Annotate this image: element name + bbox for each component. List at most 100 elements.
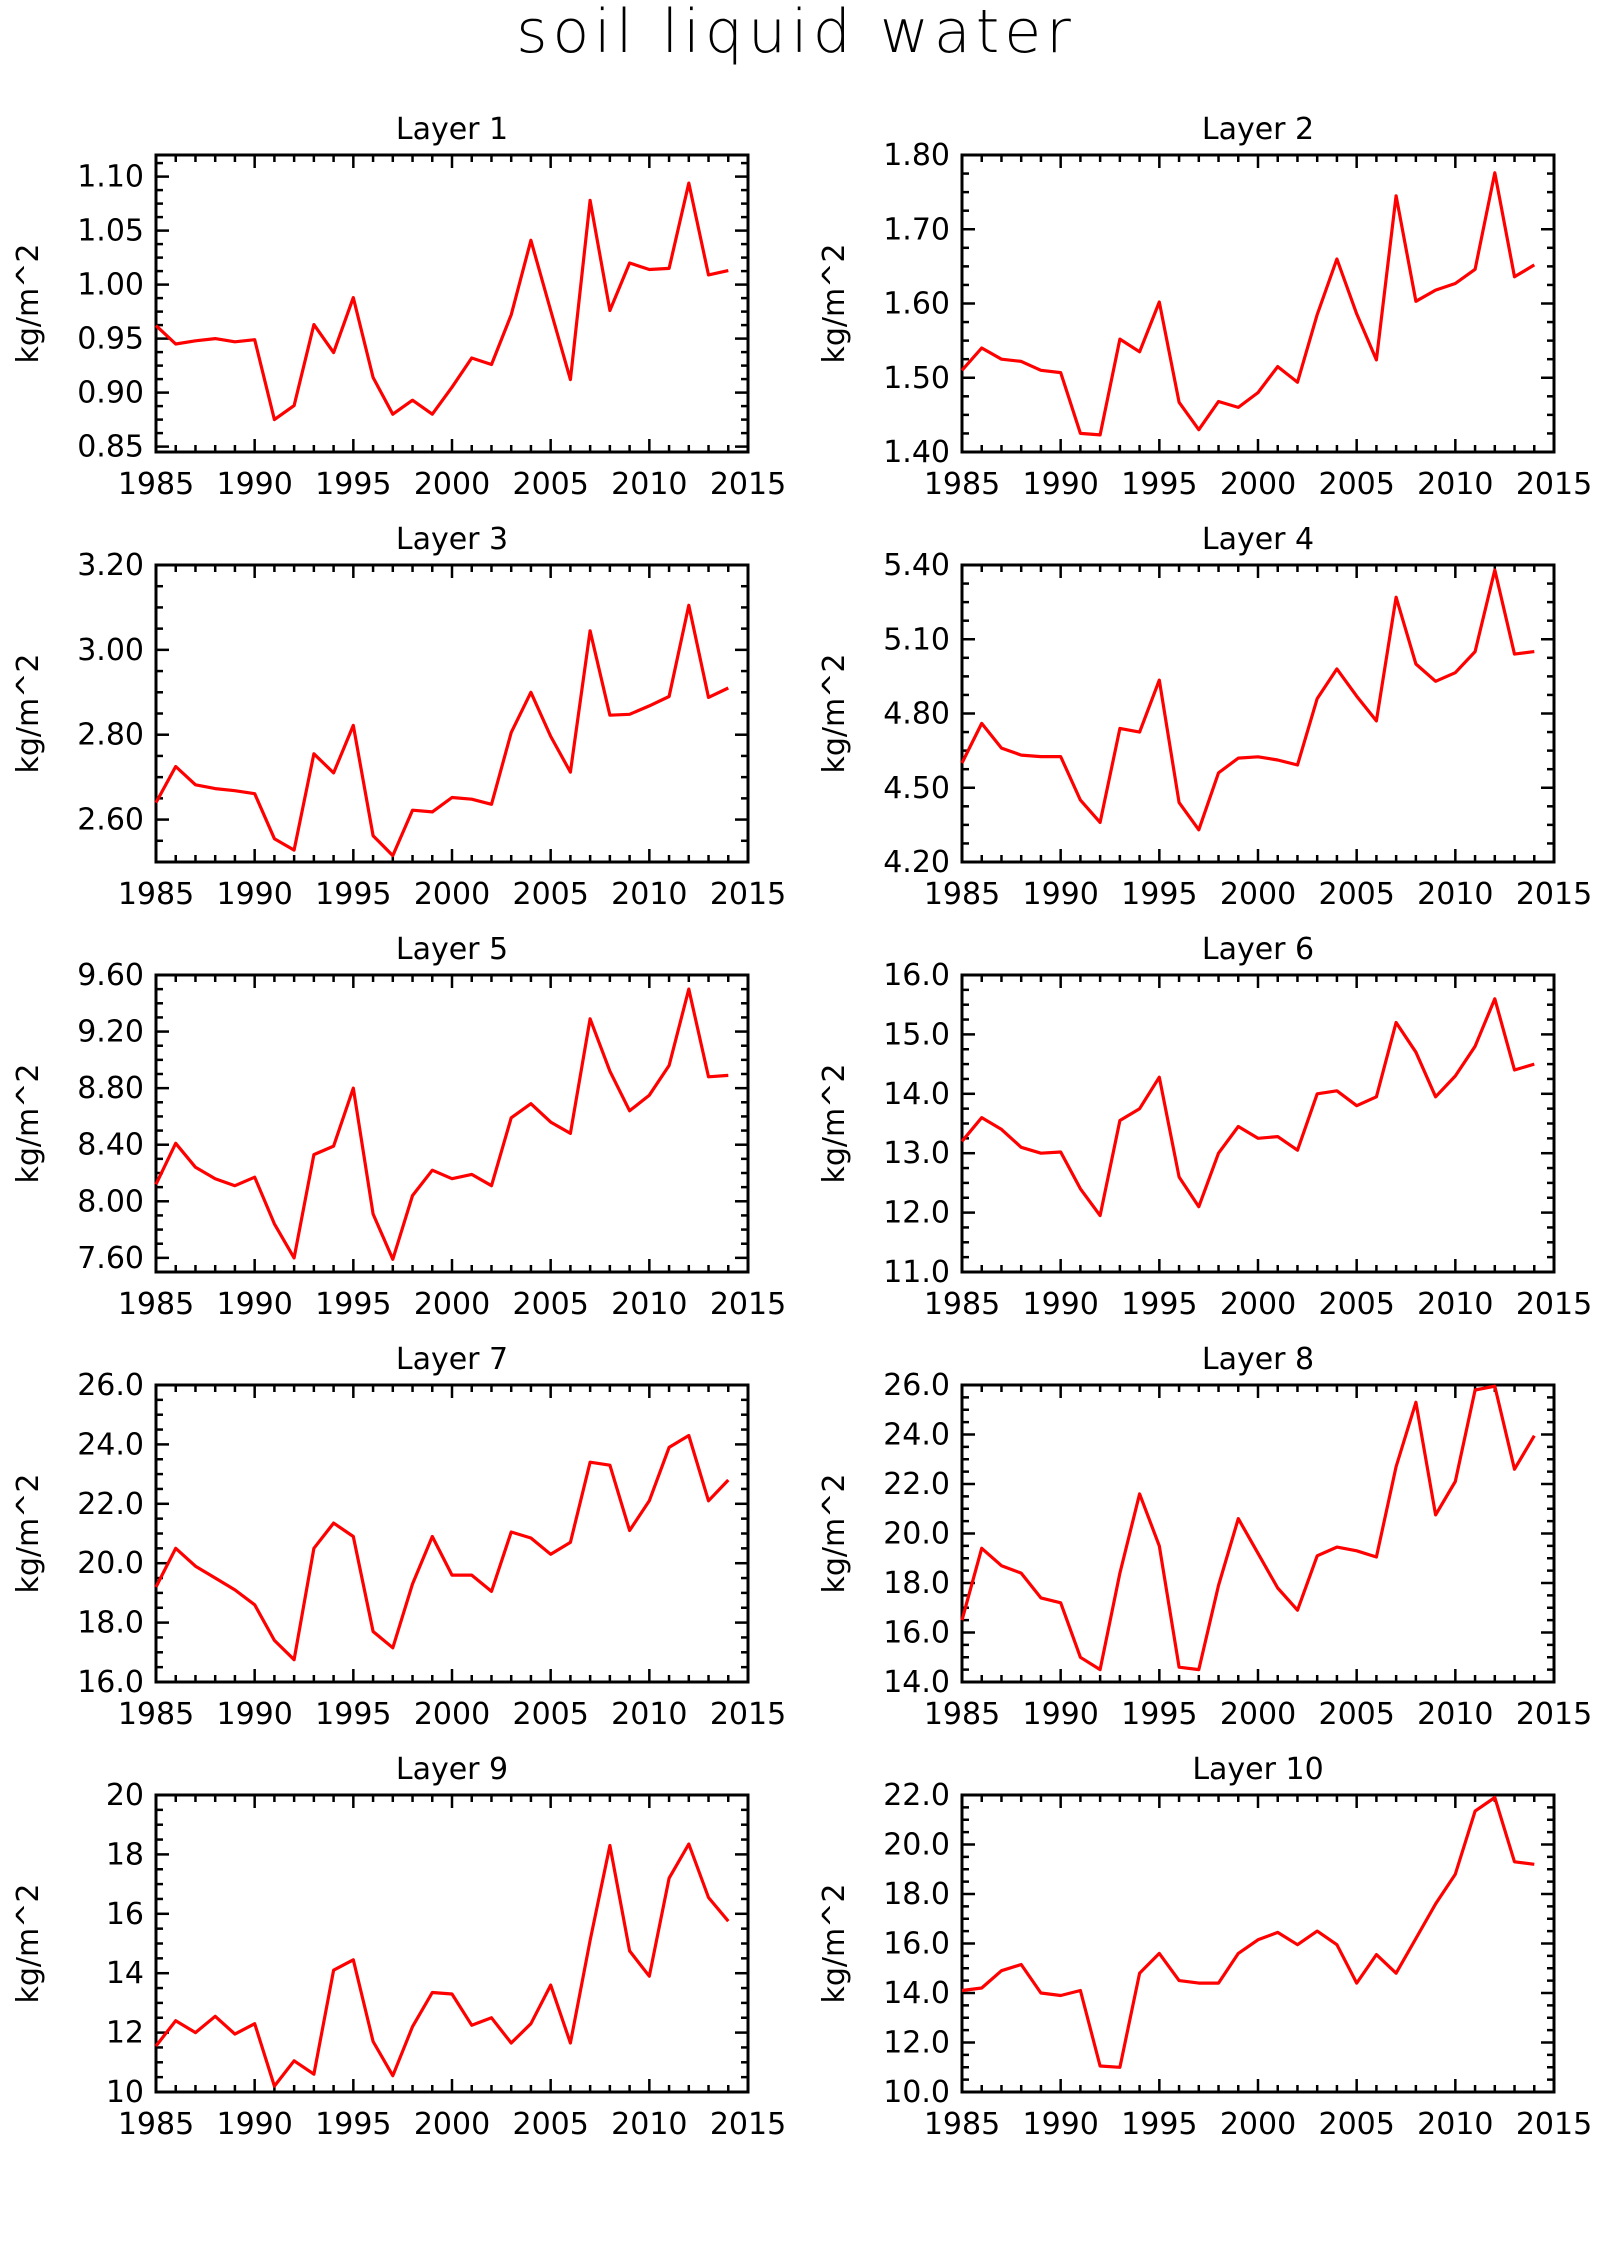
y-tick-label: 0.95	[77, 322, 144, 357]
x-tick-label: 1985	[924, 1697, 1000, 1732]
y-tick-label: 4.80	[883, 697, 950, 732]
y-tick-label: 0.85	[77, 430, 144, 465]
y-tick-label: 18.0	[883, 1566, 950, 1601]
x-tick-label: 1985	[924, 2107, 1000, 2142]
x-tick-label: 2005	[1318, 1287, 1394, 1322]
x-tick-label: 1995	[1121, 1697, 1197, 1732]
panel-layer-6: Layer 6 kg/m^2 1985 1990 1995 2000 2005 2010 201…	[817, 932, 1592, 1322]
x-tick-label: 1995	[1121, 2107, 1197, 2142]
x-tick-label: 2015	[710, 877, 786, 912]
y-tick-label: 22.0	[883, 1467, 950, 1502]
x-tick-label: 1985	[924, 1287, 1000, 1322]
y-tick-label: 8.00	[77, 1184, 144, 1219]
x-tick-label: 1990	[1022, 1697, 1098, 1732]
panel-title: Layer 2	[1202, 112, 1314, 147]
y-tick-label: 22.0	[883, 1778, 950, 1813]
x-tick-label: 2015	[1516, 1287, 1592, 1322]
y-tick-label: 14.0	[883, 1976, 950, 2011]
x-tick-label: 2005	[512, 1697, 588, 1732]
series-line	[960, 997, 1535, 1218]
x-tick-label: 2005	[1318, 1697, 1394, 1732]
x-tick-label: 2000	[1220, 2107, 1296, 2142]
y-tick-label: 9.20	[77, 1015, 144, 1050]
panel-title: Layer 1	[396, 112, 508, 147]
x-tick-label: 2005	[1318, 467, 1394, 502]
y-axis-label: kg/m^2	[817, 1884, 852, 2004]
x-tick-label: 1995	[1121, 1287, 1197, 1322]
x-tick-label: 2000	[414, 1287, 490, 1322]
y-tick-label: 20.0	[883, 1828, 950, 1863]
y-tick-label: 22.0	[77, 1487, 144, 1522]
y-axis-label: kg/m^2	[11, 244, 46, 364]
y-tick-label: 15.0	[883, 1017, 950, 1052]
x-tick-label: 2000	[414, 467, 490, 502]
panel-title: Layer 6	[1202, 932, 1314, 967]
y-tick-label: 20.0	[77, 1546, 144, 1581]
y-tick-label: 8.80	[77, 1071, 144, 1106]
panel-title: Layer 3	[396, 522, 508, 557]
y-tick-label: 16.0	[883, 1927, 950, 1962]
x-tick-label: 1985	[924, 877, 1000, 912]
y-tick-label: 18.0	[883, 1877, 950, 1912]
x-tick-label: 1985	[118, 467, 194, 502]
series-line	[154, 181, 729, 422]
series-line	[960, 568, 1535, 832]
x-tick-label: 2015	[710, 2107, 786, 2142]
series-line	[960, 171, 1536, 437]
x-tick-label: 2010	[611, 1287, 687, 1322]
y-tick-label: 14	[106, 1956, 144, 1991]
y-tick-label: 2.80	[77, 718, 144, 753]
x-tick-label: 1990	[216, 1287, 292, 1322]
x-tick-label: 2010	[611, 1697, 687, 1732]
panel-layer-1: Layer 1 kg/m^2 1985 1990 1995 2000 2005 2010 201…	[11, 112, 786, 502]
y-tick-label: 4.50	[883, 771, 950, 806]
x-tick-label: 2015	[710, 1287, 786, 1322]
y-tick-label: 2.60	[77, 803, 144, 838]
plot-frame	[154, 1793, 750, 2094]
x-tick-label: 1985	[118, 1697, 194, 1732]
panel-title: Layer 5	[396, 932, 508, 967]
y-axis-label: kg/m^2	[817, 1474, 852, 1594]
y-tick-label: 8.40	[77, 1128, 144, 1163]
x-tick-label: 1985	[924, 467, 1000, 502]
x-tick-label: 2005	[1318, 2107, 1394, 2142]
x-tick-label: 2015	[1516, 1697, 1592, 1732]
x-tick-label: 1990	[216, 877, 292, 912]
x-tick-label: 2000	[1220, 467, 1296, 502]
y-tick-label: 12	[106, 2016, 144, 2051]
x-tick-label: 2005	[512, 467, 588, 502]
x-tick-label: 1995	[1121, 877, 1197, 912]
x-tick-label: 2015	[710, 467, 786, 502]
x-tick-label: 1985	[118, 2107, 194, 2142]
y-axis-label: kg/m^2	[817, 1064, 852, 1184]
y-tick-label: 18.0	[77, 1606, 144, 1641]
y-tick-label: 1.70	[883, 212, 950, 247]
y-tick-label: 4.20	[883, 845, 950, 880]
x-tick-label: 1995	[1121, 467, 1197, 502]
y-tick-label: 16.0	[77, 1665, 144, 1700]
y-tick-label: 1.80	[883, 138, 950, 173]
x-tick-label: 1995	[315, 1287, 391, 1322]
x-tick-label: 2000	[1220, 1697, 1296, 1732]
x-tick-label: 1990	[216, 2107, 292, 2142]
y-axis-label: kg/m^2	[11, 1064, 46, 1184]
x-tick-label: 2010	[1417, 1287, 1493, 1322]
panel-layer-8: Layer 8 kg/m^2 1985 1990 1995 2000 2005 2010 201…	[817, 1342, 1592, 1732]
series-line	[154, 1433, 730, 1662]
panel-title: Layer 8	[1202, 1342, 1314, 1377]
y-axis-label: kg/m^2	[817, 654, 852, 774]
plot-frame	[154, 563, 750, 864]
panels: Layer 1 kg/m^2 1985 1990 1995 2000 2005 2010 201…	[11, 112, 1592, 2142]
y-tick-label: 16.0	[883, 1616, 950, 1651]
panel-layer-2: Layer 2 kg/m^2 1985 1990 1995 2000 2005 2010 201…	[817, 112, 1592, 502]
x-tick-label: 2005	[512, 2107, 588, 2142]
y-tick-label: 26.0	[883, 1368, 950, 1403]
x-tick-label: 1990	[1022, 877, 1098, 912]
series-line	[961, 1795, 1535, 2069]
x-tick-label: 1995	[315, 877, 391, 912]
panel-title: Layer 4	[1202, 522, 1314, 557]
y-tick-label: 1.05	[77, 214, 144, 249]
plot-frame	[154, 153, 750, 454]
y-tick-label: 16	[106, 1897, 144, 1932]
